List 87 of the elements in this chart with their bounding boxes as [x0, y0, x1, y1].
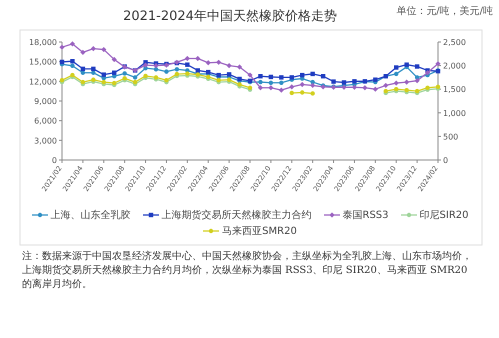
point	[59, 44, 65, 50]
point	[90, 46, 96, 52]
point	[142, 62, 148, 68]
point	[290, 75, 294, 80]
point	[258, 80, 263, 84]
point	[236, 64, 242, 70]
point	[184, 56, 190, 62]
point	[206, 60, 211, 66]
y2-tick-label: 1,000	[443, 108, 466, 118]
point	[258, 85, 264, 90]
y-tick-label: 0	[52, 156, 57, 165]
point	[394, 65, 398, 70]
point	[268, 80, 274, 85]
point	[352, 84, 358, 90]
point	[310, 72, 315, 76]
point	[70, 59, 75, 64]
point	[112, 70, 116, 75]
point	[404, 80, 410, 85]
point	[268, 85, 274, 90]
point	[373, 77, 378, 82]
point	[258, 74, 263, 78]
point	[310, 82, 316, 88]
point	[300, 72, 304, 78]
point	[310, 91, 315, 96]
y2-tick-label: 500	[443, 132, 458, 142]
point	[91, 70, 96, 75]
point	[300, 90, 304, 95]
legend-label: 印尼SIR20	[420, 208, 468, 222]
point	[268, 74, 274, 80]
y2-tick-label: 2,500	[443, 38, 466, 47]
text: 单位：元/吨，美元/吨	[396, 4, 493, 18]
point	[372, 86, 378, 92]
point	[70, 41, 76, 46]
legend-label: 上海期货交易所天然橡胶主力合约	[162, 208, 312, 222]
point	[247, 72, 253, 78]
point	[362, 85, 368, 90]
y-tick-label: 3,000	[34, 136, 57, 146]
point	[414, 78, 420, 84]
point	[383, 82, 388, 88]
point	[164, 69, 169, 74]
y-tick-label: 9,000	[34, 97, 57, 106]
point	[80, 70, 86, 75]
point	[394, 80, 399, 86]
point	[80, 66, 86, 72]
point	[289, 84, 294, 90]
legend-label: 上海、山东全乳胶	[50, 208, 130, 222]
point	[226, 72, 232, 77]
point	[70, 64, 75, 68]
y-tick-label: 6,000	[34, 116, 57, 126]
point	[424, 70, 430, 76]
point	[185, 62, 190, 67]
y2-tick-label: 1,500	[443, 85, 466, 94]
point	[320, 74, 326, 78]
point	[342, 80, 346, 85]
point	[435, 61, 441, 66]
point	[278, 88, 284, 93]
point	[112, 56, 117, 62]
y-tick-label: 18,000	[29, 38, 57, 47]
point	[300, 82, 305, 88]
point	[174, 67, 180, 72]
point	[279, 75, 284, 80]
y2-tick-label: 0	[443, 156, 448, 165]
point	[216, 60, 222, 65]
y2-tick-label: 2,000	[443, 62, 466, 71]
chart-title: 2021-2024年中国天然橡胶价格走势	[123, 9, 337, 24]
point	[132, 75, 138, 80]
point	[394, 72, 398, 76]
point	[331, 79, 336, 84]
text: 注：数据来源于中国农垦经济发展中心、中国天然橡胶协会，主纵坐标为全乳胶上海、山东市场均价，上海期货交易所天然橡胶主力合约月均价，次纵坐标为泰国 RSS3、印尼 SIR20、马来西亚 SMR20 的离岸月均价。	[22, 250, 473, 292]
point	[226, 63, 232, 68]
y-tick-label: 15,000	[29, 58, 57, 67]
point	[414, 64, 420, 69]
point	[352, 79, 357, 84]
point	[404, 62, 409, 67]
point	[195, 56, 200, 62]
point	[80, 50, 86, 55]
point	[91, 66, 96, 72]
legend-label: 马来西亚SMR20	[222, 224, 297, 238]
point	[279, 80, 284, 85]
point	[196, 68, 200, 73]
point	[153, 63, 159, 68]
legend-label: 泰国RSS3	[342, 209, 389, 222]
point	[290, 90, 294, 96]
point	[122, 71, 127, 76]
point	[101, 46, 106, 52]
y-tick-label: 12,000	[29, 77, 57, 86]
point	[102, 72, 106, 77]
